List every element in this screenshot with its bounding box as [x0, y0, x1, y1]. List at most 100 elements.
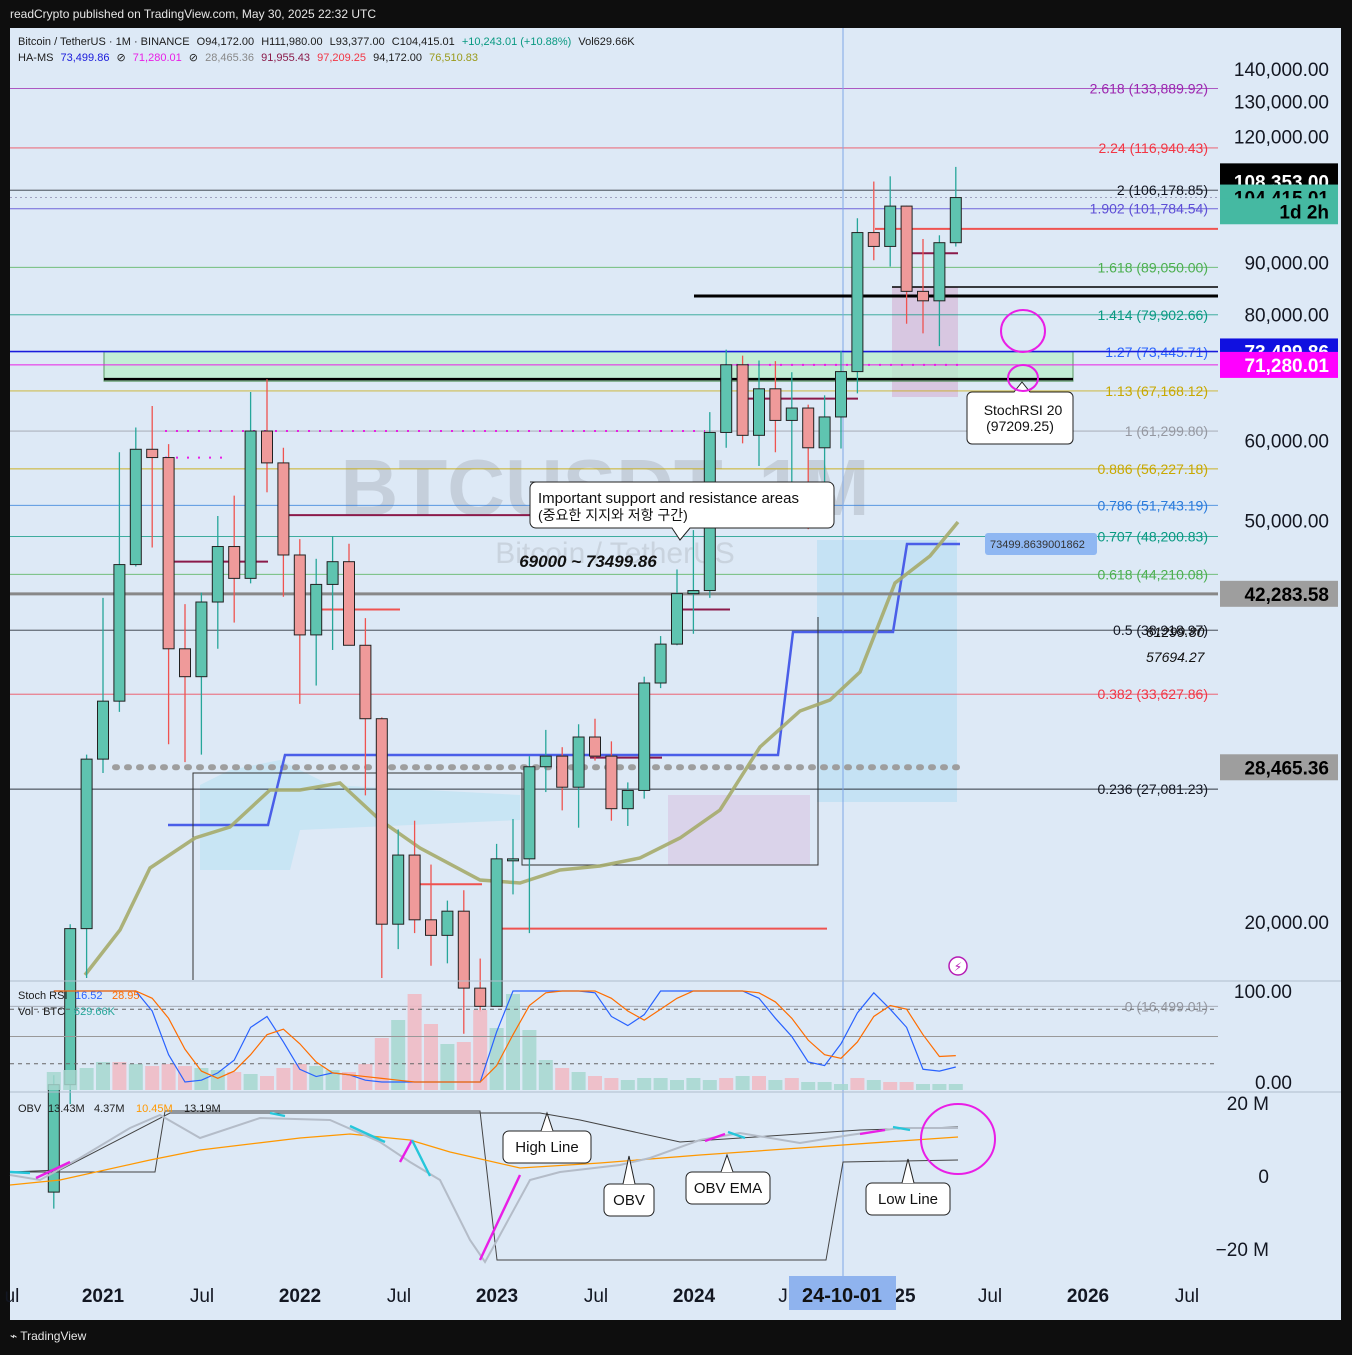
candle-body[interactable] [867, 232, 880, 247]
low-line-callout-pointer [901, 1158, 915, 1184]
tradingview-brand-label: TradingView [20, 1329, 87, 1343]
candle-body[interactable] [769, 388, 782, 421]
candle-body[interactable] [523, 766, 536, 860]
symbol-title[interactable]: Bitcoin / TetherUS · 1M · BINANCE [18, 36, 190, 48]
candle-body[interactable] [474, 987, 487, 1007]
candle-body[interactable] [753, 388, 765, 436]
candle-body[interactable] [179, 648, 191, 678]
chart-frame [10, 28, 1341, 1320]
candle-body[interactable] [802, 407, 815, 449]
candle-body[interactable] [80, 758, 93, 930]
candle-body[interactable] [949, 197, 962, 244]
candle-body[interactable] [375, 718, 388, 925]
candle-body[interactable] [244, 430, 257, 579]
candle-body[interactable] [835, 371, 847, 418]
published-header: readCrypto published on TradingView.com,… [10, 7, 376, 21]
candle-body[interactable] [326, 561, 339, 585]
price-tag: 71,280.01 [1244, 356, 1329, 377]
candle-body[interactable] [457, 910, 470, 989]
volume-value: Vol629.66K [578, 36, 635, 48]
obv-signal-segment [704, 1132, 726, 1143]
candle-body[interactable] [343, 561, 355, 646]
volume-bar [866, 1080, 881, 1090]
candle-body[interactable] [425, 919, 437, 936]
candle-body[interactable] [359, 644, 372, 720]
candle-body[interactable] [605, 755, 618, 810]
candle-body[interactable] [933, 242, 946, 302]
box-outline-line [192, 617, 819, 980]
candle-body[interactable] [146, 448, 159, 459]
candle-body[interactable] [818, 416, 831, 449]
candle-body[interactable] [621, 789, 634, 810]
candle-body[interactable] [113, 564, 126, 702]
volume-bar [768, 1080, 783, 1090]
candle-body[interactable] [687, 590, 700, 595]
candle-body[interactable] [228, 546, 241, 579]
ohlc-high: H111,980.00 [261, 36, 323, 48]
volume-bar [96, 1062, 110, 1090]
candle-body[interactable] [47, 1084, 60, 1193]
ohlc-close: C104,415.01 [391, 36, 455, 48]
candle-body[interactable] [572, 736, 585, 788]
volume-bar [161, 1064, 176, 1090]
fib-label: 2.618 (133,889.92) [1090, 81, 1208, 97]
stoch-legend-d: 28.95 [112, 990, 140, 1002]
stochrsi-callout[interactable]: StochRSI 20(97209.25) [966, 381, 1074, 445]
ha-ms-label[interactable]: HA-MS [18, 52, 54, 64]
volume-bar [801, 1082, 816, 1090]
stoch-series-K [53, 990, 956, 1083]
candle-body[interactable] [277, 462, 290, 556]
ha-ms-eye2-icon[interactable]: ⊘ [188, 52, 199, 64]
candle-body[interactable] [539, 755, 552, 768]
volume-bar [670, 1080, 684, 1090]
chart-legend: Bitcoin / TetherUS · 1M · BINANCE O94,17… [18, 34, 639, 66]
candle-body[interactable] [671, 593, 683, 645]
candle-body[interactable] [441, 910, 454, 936]
candle-body[interactable] [211, 546, 224, 603]
obv-legend-v4: 13.19M [184, 1103, 221, 1115]
low-line-callout[interactable]: Low Line [865, 1158, 951, 1216]
candle-body[interactable] [490, 858, 503, 1007]
candle-body[interactable] [310, 583, 323, 636]
support-resistance-zone[interactable] [103, 351, 1074, 382]
candle-body[interactable] [900, 205, 913, 292]
obv-ema-callout[interactable]: OBV EMA [685, 1153, 771, 1205]
tradingview-brand[interactable]: ⌁ TradingView [10, 1329, 87, 1343]
zone-callout-bubble [529, 481, 835, 541]
candle-body[interactable] [195, 601, 208, 678]
candle-body[interactable] [293, 554, 306, 636]
candle-body[interactable] [392, 854, 405, 925]
flash-event-icon[interactable] [948, 956, 968, 976]
candle-body[interactable] [589, 736, 601, 757]
candle-body[interactable] [736, 364, 749, 436]
ohlc-low: L93,377.00 [329, 36, 385, 48]
candle-body[interactable] [720, 364, 733, 433]
candle-body[interactable] [261, 430, 273, 464]
candle-body[interactable] [654, 643, 667, 684]
candle-body[interactable] [97, 700, 109, 760]
magenta-circle-small [1007, 364, 1039, 392]
volume-bar [407, 994, 422, 1090]
candle-body[interactable] [129, 448, 142, 566]
price-tag-bg [1220, 580, 1338, 607]
candle-body[interactable] [408, 854, 421, 921]
candle-body[interactable] [638, 682, 651, 791]
volume-bar [63, 1070, 78, 1090]
volume-bar [834, 1084, 848, 1090]
candle-body[interactable] [917, 290, 929, 302]
candle-body[interactable] [851, 232, 864, 373]
zone-callout[interactable]: Important support and resistance areas(중… [529, 481, 835, 541]
candle-body[interactable] [162, 457, 175, 650]
obv-callout[interactable]: OBV [603, 1155, 655, 1217]
fib-label: 1.902 (101,784.54) [1090, 201, 1208, 217]
ha-ms-eye-icon[interactable]: ⊘ [116, 52, 126, 64]
candle-body[interactable] [785, 407, 798, 421]
stoch-legend-name: Stoch RSI [18, 990, 68, 1002]
obv-line [9, 1113, 958, 1264]
high-line-callout[interactable]: High Line [502, 1111, 592, 1164]
candle-body[interactable] [884, 205, 897, 247]
candle-body[interactable] [556, 755, 569, 788]
obv-ema-callout-pointer [720, 1153, 734, 1173]
candle-body[interactable] [507, 858, 519, 862]
